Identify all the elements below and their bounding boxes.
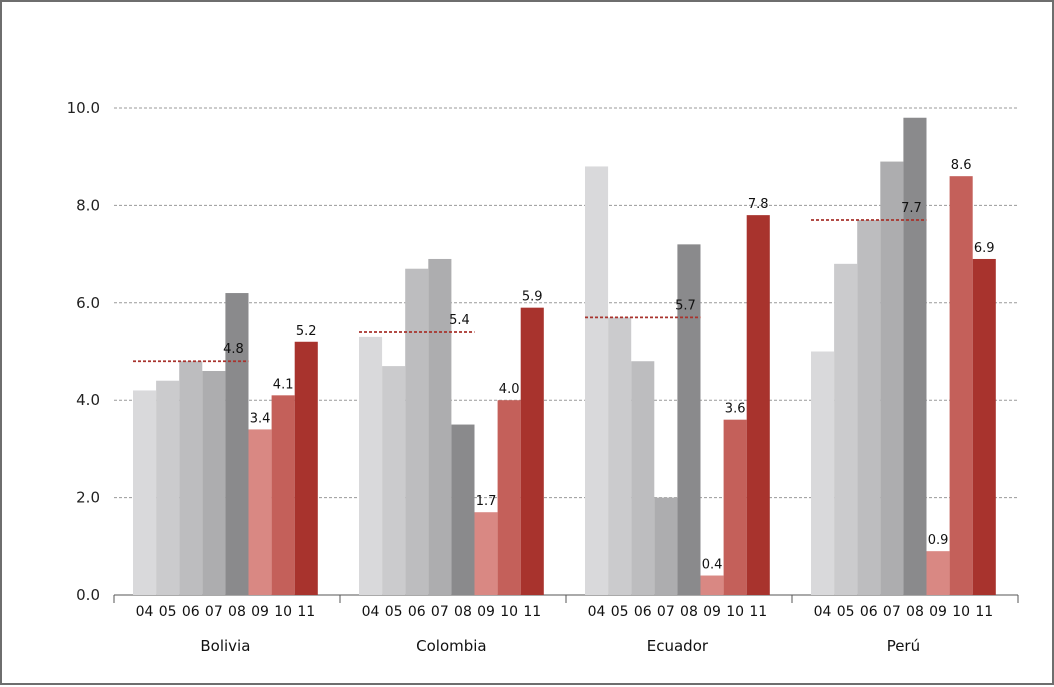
x-tick-label: 08 [228,604,246,620]
average-label: 4.8 [223,342,244,357]
bar-bolivia-07 [202,370,226,595]
bar-colombia-06 [405,268,429,595]
y-tick-label: 0.0 [76,586,100,604]
x-tick-label: 10 [726,604,744,620]
y-tick-label: 2.0 [76,489,100,507]
data-label: 0.9 [928,533,949,548]
x-tick-label: 07 [205,604,223,620]
x-tick-label: 04 [362,604,380,620]
category-label: Bolivia [200,637,250,655]
bar-bolivia-08 [225,293,249,595]
x-tick-label: 11 [523,604,541,620]
y-tick-label: 10.0 [67,99,100,117]
bar-ecuador-07 [654,497,678,595]
x-tick-label: 07 [883,604,901,620]
x-tick-label: 04 [814,604,832,620]
category-label: Perú [887,637,920,655]
bar-ecuador-10 [723,419,747,595]
bar-per-04 [811,351,835,595]
bar-ecuador-11 [746,215,770,595]
bar-colombia-09 [474,512,498,595]
x-tick-label: 10 [952,604,970,620]
category-label: Colombia [416,637,487,655]
bar-bolivia-11 [294,341,318,595]
average-label: 7.7 [901,201,922,216]
x-tick-label: 04 [136,604,154,620]
bar-per-08 [903,117,927,596]
data-label: 5.9 [522,290,543,305]
bar-bolivia-04 [133,390,157,595]
x-tick-label: 08 [906,604,924,620]
x-tick-label: 09 [703,604,721,620]
data-label: 0.4 [702,558,723,573]
x-tick-label: 09 [929,604,947,620]
x-tick-label: 08 [680,604,698,620]
y-tick-label: 8.0 [76,196,100,214]
x-tick-label: 10 [274,604,292,620]
x-tick-label: 07 [431,604,449,620]
x-tick-label: 06 [860,604,878,620]
data-label: 7.8 [748,197,769,212]
bar-colombia-05 [382,366,406,595]
bar-bolivia-06 [179,361,203,595]
x-tick-label: 09 [251,604,269,620]
x-tick-label: 06 [182,604,200,620]
x-tick-label: 08 [454,604,472,620]
x-tick-label: 05 [385,604,403,620]
x-tick-label: 06 [634,604,652,620]
bar-colombia-08 [451,424,475,595]
bar-ecuador-09 [700,575,724,595]
x-tick-label: 11 [749,604,767,620]
x-tick-label: 11 [975,604,993,620]
category-label: Ecuador [647,637,709,655]
bar-per-09 [926,551,950,595]
bar-colombia-07 [428,258,452,595]
x-tick-label: 11 [297,604,315,620]
y-tick-label: 4.0 [76,391,100,409]
bar-bolivia-05 [156,380,180,595]
bar-per-11 [972,258,996,595]
bar-per-05 [834,263,858,595]
data-label: 6.9 [974,241,995,256]
data-label: 4.0 [499,382,520,397]
bar-per-06 [857,220,881,595]
x-tick-label: 09 [477,604,495,620]
bar-colombia-10 [497,400,521,595]
data-label: 3.4 [250,411,271,426]
data-label: 4.1 [273,377,294,392]
data-label: 8.6 [951,158,972,173]
x-tick-label: 05 [837,604,855,620]
bar-ecuador-05 [608,317,632,595]
bar-ecuador-08 [677,244,701,596]
x-tick-label: 10 [500,604,518,620]
data-label: 5.2 [296,324,317,339]
y-tick-label: 6.0 [76,294,100,312]
bar-ecuador-06 [631,361,655,595]
x-tick-label: 06 [408,604,426,620]
data-label: 3.6 [725,402,746,417]
bar-per-07 [880,161,904,595]
bar-ecuador-04 [585,166,609,595]
bar-bolivia-09 [248,429,272,595]
average-label: 5.7 [675,298,696,313]
x-tick-label: 04 [588,604,606,620]
bar-per-10 [949,176,973,595]
average-label: 5.4 [449,313,470,328]
bar-colombia-11 [520,307,544,595]
bar-bolivia-10 [271,395,295,595]
bar-colombia-04 [359,336,383,595]
x-tick-label: 05 [159,604,177,620]
x-tick-label: 07 [657,604,675,620]
data-label: 1.7 [476,494,497,509]
x-tick-label: 05 [611,604,629,620]
